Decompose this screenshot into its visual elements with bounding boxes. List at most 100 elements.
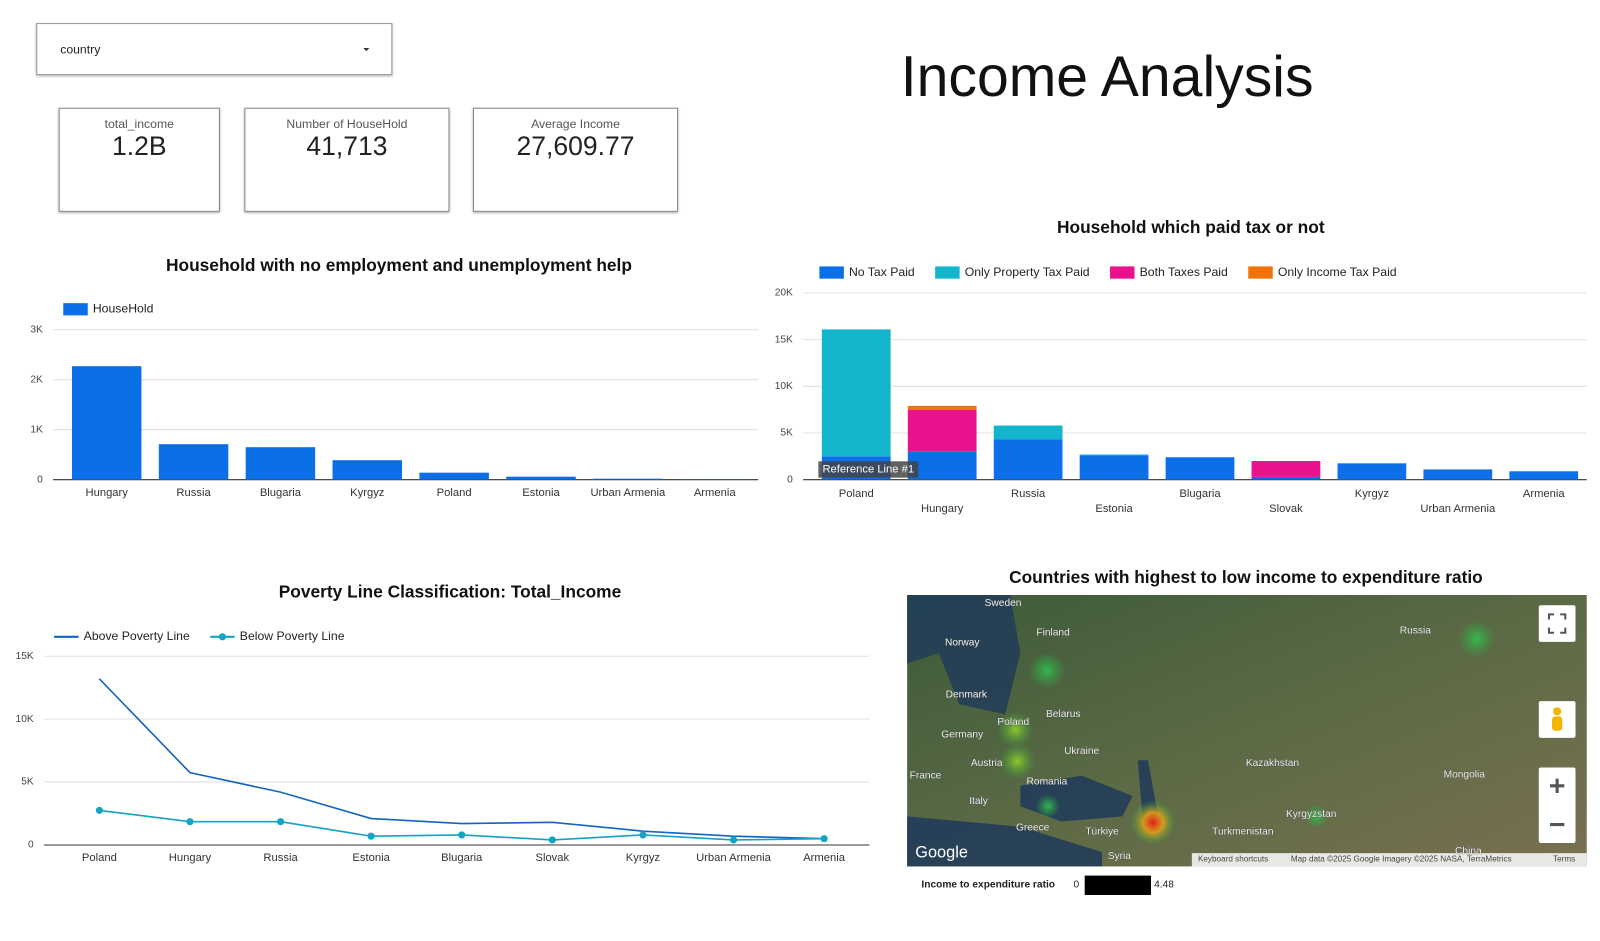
bar xyxy=(993,425,1063,440)
legend-swatch xyxy=(63,303,88,316)
bar xyxy=(1165,457,1235,480)
x-tick-label: Estonia xyxy=(522,487,560,499)
x-tick-label: Russia xyxy=(1011,488,1046,500)
y-tick-label: 20K xyxy=(775,288,793,299)
place-label: Kazakhstan xyxy=(1246,758,1299,769)
place-label: Kyrgyzstan xyxy=(1286,809,1336,820)
pegman-icon xyxy=(1553,707,1562,716)
legend-label: Above Poverty Line xyxy=(84,629,190,643)
bar xyxy=(71,366,142,480)
legend-label: HouseHold xyxy=(93,302,154,316)
bar xyxy=(506,476,576,480)
legend-swatch xyxy=(1248,266,1273,279)
annotation-box xyxy=(818,461,919,478)
fullscreen-button[interactable] xyxy=(1538,605,1576,642)
map-legend-min: 0 xyxy=(1073,879,1079,890)
map-logo: Google xyxy=(915,843,968,861)
scorecard xyxy=(244,107,450,212)
place-label: Finland xyxy=(1036,627,1070,638)
attribution-text: Terms xyxy=(1553,854,1575,863)
x-tick-label: Slovak xyxy=(535,852,569,864)
bar xyxy=(907,451,977,480)
legend-label: Both Taxes Paid xyxy=(1140,265,1228,279)
map-legend-bar xyxy=(1084,875,1152,895)
y-tick-label: 2K xyxy=(30,374,43,385)
bar xyxy=(993,439,1063,480)
legend-swatch xyxy=(1110,266,1135,279)
marker xyxy=(548,836,556,844)
map-legend-max: 4.48 xyxy=(1154,879,1174,890)
x-tick-label: Estonia xyxy=(352,852,390,864)
chart-title: Household with no employment and unemplo… xyxy=(166,255,632,275)
y-tick-label: 1K xyxy=(30,424,43,435)
map-controls xyxy=(1538,605,1576,843)
x-tick-label: Hungary xyxy=(169,852,212,864)
y-tick-label: 10K xyxy=(16,714,34,725)
dropdown-caret xyxy=(363,48,370,52)
scorecard-value: 41,713 xyxy=(306,131,387,161)
heat-spot xyxy=(1130,800,1176,845)
heat-spot xyxy=(1035,793,1061,819)
bar xyxy=(593,478,663,480)
place-label: Russia xyxy=(1400,625,1431,636)
scorecard-label: Average Income xyxy=(531,117,620,131)
bar xyxy=(1509,471,1579,480)
attribution-text: Map data ©2025 Google Imagery ©2025 NASA… xyxy=(1291,854,1512,863)
place-label: Norway xyxy=(945,638,980,649)
y-tick-label: 0 xyxy=(28,840,34,851)
legend-label: No Tax Paid xyxy=(849,265,915,279)
place-label: Germany xyxy=(941,729,984,740)
x-tick-label: Russia xyxy=(263,852,298,864)
bar xyxy=(245,447,316,480)
bar xyxy=(419,472,489,480)
bar xyxy=(1079,454,1149,456)
scorecard-value: 1.2B xyxy=(112,131,167,161)
sea xyxy=(907,594,1021,715)
heat-spot xyxy=(1458,620,1495,658)
x-tick-label: Blugaria xyxy=(1179,488,1221,500)
y-tick-label: 10K xyxy=(775,381,793,392)
place-label: Romania xyxy=(1027,776,1068,787)
y-tick-label: 0 xyxy=(37,474,43,485)
bar xyxy=(907,409,977,452)
place-label: Belarus xyxy=(1046,709,1081,720)
bar xyxy=(332,460,403,480)
marker xyxy=(639,831,647,839)
x-tick-label: Hungary xyxy=(85,487,128,499)
zoom-buttons[interactable] xyxy=(1538,767,1576,843)
legend-swatch xyxy=(819,266,844,279)
x-tick-label: Urban Armenia xyxy=(696,852,772,864)
place-label: Ukraine xyxy=(1064,746,1099,757)
bar xyxy=(1251,461,1321,477)
x-tick-label: Urban Armenia xyxy=(1420,503,1496,515)
scorecard xyxy=(472,107,679,212)
x-tick-label: Kyrgyz xyxy=(626,852,661,864)
zoom-icons xyxy=(1550,778,1565,827)
legend-label: Only Property Tax Paid xyxy=(965,265,1090,279)
dropdown[interactable] xyxy=(36,23,393,76)
chart-title: Household which paid tax or not xyxy=(1057,217,1325,237)
place-label: Türkiye xyxy=(1085,826,1119,837)
place-label: Turkmenistan xyxy=(1212,826,1273,837)
marker xyxy=(820,835,828,843)
x-tick-label: Poland xyxy=(437,487,472,499)
scorecard-label: total_income xyxy=(105,117,175,131)
x-tick-label: Urban Armenia xyxy=(590,487,666,499)
scorecard-value: 27,609.77 xyxy=(517,131,635,161)
heat-spot xyxy=(998,742,1036,780)
scorecard xyxy=(58,107,220,212)
legend-swatch xyxy=(218,633,227,641)
scorecard-label: Number of HouseHold xyxy=(286,117,407,131)
x-tick-label: Armenia xyxy=(1523,488,1566,500)
y-tick-label: 15K xyxy=(16,651,34,662)
place-label: Mongolia xyxy=(1444,769,1486,780)
place-label: China xyxy=(1455,846,1482,857)
x-tick-label: Armenia xyxy=(694,487,737,499)
pegman-icon xyxy=(1552,716,1563,731)
dashboard-title: Income Analysis xyxy=(901,45,1314,109)
y-tick-label: 5K xyxy=(21,777,34,788)
y-tick-label: 0 xyxy=(787,474,793,485)
